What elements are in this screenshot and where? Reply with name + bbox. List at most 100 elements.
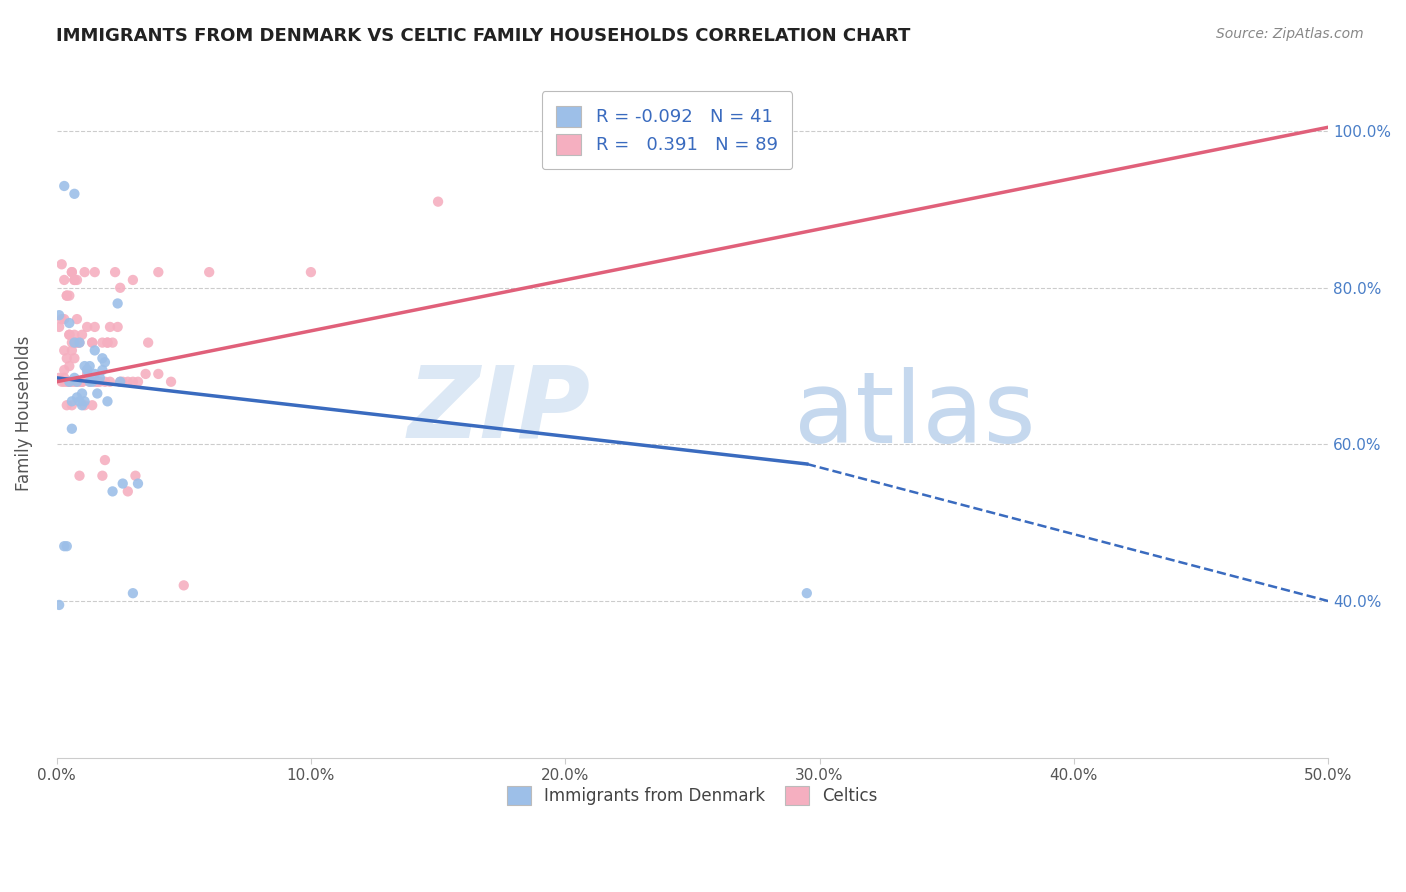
Point xyxy=(127,375,149,389)
Point xyxy=(148,265,170,279)
Point xyxy=(94,453,117,467)
Point xyxy=(66,335,89,350)
Point xyxy=(58,359,80,373)
Point xyxy=(83,343,105,358)
Point xyxy=(122,375,145,389)
Point xyxy=(63,273,86,287)
Point xyxy=(70,386,93,401)
Point xyxy=(70,375,93,389)
Point xyxy=(60,398,83,412)
Point xyxy=(70,375,93,389)
Point xyxy=(48,371,70,385)
Point xyxy=(89,375,111,389)
Point xyxy=(76,363,98,377)
Point xyxy=(76,320,98,334)
Point xyxy=(70,398,93,412)
Point xyxy=(60,265,83,279)
Point xyxy=(55,351,77,366)
Point xyxy=(83,320,105,334)
Point xyxy=(76,363,98,377)
Point xyxy=(58,327,80,342)
Point xyxy=(60,422,83,436)
Point xyxy=(73,394,96,409)
Point xyxy=(60,394,83,409)
Point xyxy=(91,335,114,350)
Text: IMMIGRANTS FROM DENMARK VS CELTIC FAMILY HOUSEHOLDS CORRELATION CHART: IMMIGRANTS FROM DENMARK VS CELTIC FAMILY… xyxy=(56,27,911,45)
Point xyxy=(63,186,86,201)
Point xyxy=(107,296,129,310)
Point xyxy=(82,335,104,350)
Point xyxy=(173,578,195,592)
Point xyxy=(82,335,104,350)
Point xyxy=(53,371,76,385)
Point xyxy=(58,316,80,330)
Point xyxy=(63,351,86,366)
Point xyxy=(66,335,89,350)
Point xyxy=(48,320,70,334)
Point xyxy=(69,335,91,350)
Point xyxy=(79,375,101,389)
Point xyxy=(124,468,146,483)
Point xyxy=(63,273,86,287)
Point xyxy=(58,375,80,389)
Point xyxy=(60,335,83,350)
Point xyxy=(53,343,76,358)
Point xyxy=(66,375,89,389)
Point xyxy=(96,335,118,350)
Point xyxy=(427,194,450,209)
Point xyxy=(55,288,77,302)
Point xyxy=(70,375,93,389)
Point xyxy=(148,367,170,381)
Point xyxy=(51,312,73,326)
Point xyxy=(135,367,157,381)
Point xyxy=(91,351,114,366)
Point xyxy=(66,375,89,389)
Point xyxy=(79,359,101,373)
Point xyxy=(60,375,83,389)
Point xyxy=(73,398,96,412)
Point xyxy=(69,335,91,350)
Point xyxy=(51,766,73,780)
Point xyxy=(111,375,134,389)
Point xyxy=(66,391,89,405)
Point xyxy=(111,476,134,491)
Point xyxy=(86,375,108,389)
Text: Source: ZipAtlas.com: Source: ZipAtlas.com xyxy=(1216,27,1364,41)
Point xyxy=(796,586,818,600)
Point xyxy=(198,265,221,279)
Point xyxy=(108,281,131,295)
Point xyxy=(79,375,101,389)
Point xyxy=(60,343,83,358)
Point xyxy=(70,327,93,342)
Point xyxy=(127,476,149,491)
Point xyxy=(55,539,77,553)
Point xyxy=(101,335,124,350)
Point xyxy=(108,375,131,389)
Point xyxy=(107,320,129,334)
Point xyxy=(96,335,118,350)
Point xyxy=(122,586,145,600)
Point xyxy=(82,375,104,389)
Point xyxy=(122,273,145,287)
Point xyxy=(53,539,76,553)
Point xyxy=(48,598,70,612)
Point xyxy=(160,375,183,389)
Point xyxy=(63,335,86,350)
Point xyxy=(98,375,121,389)
Point xyxy=(117,484,139,499)
Point xyxy=(55,375,77,389)
Point xyxy=(66,312,89,326)
Point xyxy=(63,327,86,342)
Text: atlas: atlas xyxy=(794,367,1036,464)
Point xyxy=(60,265,83,279)
Point xyxy=(51,257,73,271)
Point xyxy=(82,398,104,412)
Point xyxy=(104,265,127,279)
Point xyxy=(58,375,80,389)
Point xyxy=(83,375,105,389)
Point xyxy=(69,468,91,483)
Point xyxy=(63,335,86,350)
Point xyxy=(58,327,80,342)
Point xyxy=(51,375,73,389)
Point xyxy=(73,359,96,373)
